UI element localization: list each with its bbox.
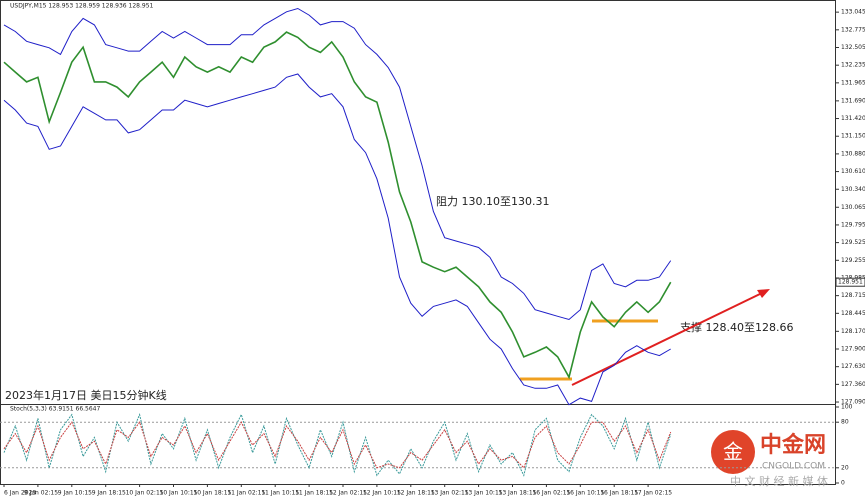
x-tick-label: 16 Jan 18:15: [600, 490, 638, 497]
y-tick-label: 128.170: [841, 328, 865, 335]
y-tick-label: 128.715: [841, 292, 865, 299]
x-tick-label: 17 Jan 02:15: [634, 490, 672, 497]
series-line: [3, 73, 671, 406]
x-tick-label: 13 Jan 18:15: [499, 490, 537, 497]
series-line: [3, 412, 672, 477]
y-tick-label: 130.880: [841, 150, 865, 157]
x-tick-label: 9 Jan 10:15: [58, 490, 92, 497]
y-tick-label: 128.445: [841, 310, 865, 317]
y-tick-label: 131.965: [841, 79, 865, 86]
y-tick-label: 130.065: [841, 204, 865, 211]
x-tick-label: 13 Jan 10:15: [465, 490, 503, 497]
plot-frame: [0, 0, 836, 485]
x-tick-label: 16 Jan 02:15: [532, 490, 570, 497]
y-tick-label: 133.045: [841, 9, 865, 16]
price-box: [835, 277, 865, 287]
y-tick-label: 131.150: [841, 133, 865, 140]
x-tick-label: 9 Jan 02:15: [24, 490, 58, 497]
x-tick-label: 13 Jan 02:15: [431, 490, 469, 497]
y-tick-label: 127.090: [841, 399, 865, 406]
watermark-site: CNGOLD.COM: [762, 462, 825, 472]
x-tick-label: 11 Jan 02:15: [227, 490, 265, 497]
x-tick-label: 10 Jan 10:15: [160, 490, 198, 497]
y-tick-label: 20: [841, 464, 849, 471]
x-tick-label: 12 Jan 18:15: [397, 490, 435, 497]
stoch-title: Stoch(5,3,3) 63.9151 66.5647: [10, 406, 101, 413]
x-tick-label: 16 Jan 10:15: [566, 490, 604, 497]
x-tick-label: 10 Jan 02:15: [126, 490, 164, 497]
y-tick-label: 129.525: [841, 239, 865, 246]
series-line: [3, 31, 672, 380]
x-tick-label: 6 Jan 2023: [4, 490, 36, 497]
x-tick-label: 11 Jan 18:15: [295, 490, 333, 497]
trend-arrow: [571, 292, 763, 386]
header: USDJPY,M15 128.953 128.959 128.936 128.9…: [10, 3, 154, 10]
y-tick-label: 127.900: [841, 346, 865, 353]
x-tick-label: 11 Jan 10:15: [261, 490, 299, 497]
y-tick-label: 132.505: [841, 44, 865, 51]
y-tick-label: 130.340: [841, 186, 865, 193]
y-tick-label: 0: [841, 480, 845, 487]
y-tick-label: 132.235: [841, 62, 865, 69]
watermark-brand: 中金网: [760, 432, 826, 458]
y-tick-label: 131.690: [841, 97, 865, 104]
y-tick-label: 129.795: [841, 221, 865, 228]
y-tick-label: 80: [841, 419, 849, 426]
y-tick-label: 129.255: [841, 257, 865, 264]
chart-caption: 2023年1月17日 美日15分钟K线: [5, 388, 167, 402]
y-tick-label: 131.420: [841, 115, 865, 122]
x-tick-label: 9 Jan 18:15: [92, 490, 126, 497]
resistance-note: 阻力 130.10至130.31: [436, 195, 549, 208]
x-tick-label: 12 Jan 02:15: [329, 490, 367, 497]
x-tick-label: 10 Jan 18:15: [193, 490, 231, 497]
logo: [711, 430, 755, 474]
arrow-head: [757, 289, 770, 298]
y-tick-label: 100: [841, 404, 853, 411]
y-tick-label: 130.610: [841, 168, 865, 175]
y-tick-label: 127.360: [841, 381, 865, 388]
y-tick-label: 127.630: [841, 363, 865, 370]
series-line: [3, 7, 672, 321]
x-tick-label: 12 Jan 10:15: [363, 490, 401, 497]
y-tick-label: 132.775: [841, 26, 865, 33]
series-line: [3, 421, 672, 469]
watermark-slogan: 中 文 财 经 新 媒 体: [730, 474, 828, 488]
support-note: 支撑 128.40至128.66: [680, 320, 793, 334]
logo-mark: 金: [723, 440, 743, 464]
current-price: 128.951: [838, 279, 863, 286]
